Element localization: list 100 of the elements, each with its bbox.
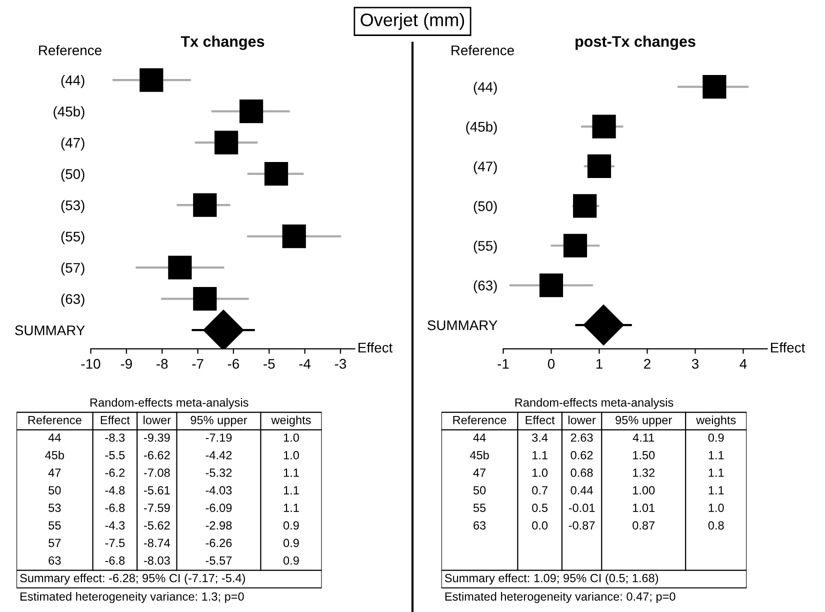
text: -6.09 xyxy=(206,504,232,512)
y-tick-label: (47) xyxy=(474,161,497,174)
text: -6.62 xyxy=(144,451,170,460)
chart-title: Tx changes xyxy=(180,36,264,50)
text: 63 xyxy=(48,556,61,565)
text: 1.0 xyxy=(532,468,548,477)
text: Random-effects meta-analysis xyxy=(90,398,248,410)
text: 1.32 xyxy=(633,468,654,477)
y-tick-label: (45b) xyxy=(466,122,497,134)
y-tick-label: (55) xyxy=(474,240,497,254)
text: -0.87 xyxy=(568,521,595,530)
y-tick-label: SUMMARY xyxy=(15,325,85,336)
x-tick-label: -10 xyxy=(81,358,100,369)
text: Effect xyxy=(526,416,555,424)
x-tick-label: -6 xyxy=(228,358,240,369)
text: 1.1 xyxy=(708,451,724,460)
text: 44 xyxy=(473,434,486,442)
y-tick-label: (53) xyxy=(61,200,84,213)
x-tick-label: -4 xyxy=(299,359,311,369)
text: -5.32 xyxy=(206,468,232,477)
text: -5.62 xyxy=(144,521,170,530)
text: weights xyxy=(271,416,311,427)
text: 55 xyxy=(48,521,61,530)
y-tick-label: (55) xyxy=(61,231,84,244)
text: 95% upper xyxy=(616,416,672,427)
text: 3.4 xyxy=(532,433,548,442)
text: -4.03 xyxy=(206,486,232,494)
text: -4.42 xyxy=(206,451,232,460)
text: 1.1 xyxy=(284,504,299,512)
text: -4.3 xyxy=(105,521,125,530)
text: 0.44 xyxy=(570,486,593,494)
text: -2.98 xyxy=(206,521,232,530)
text: 1.0 xyxy=(284,433,299,442)
text: -7.59 xyxy=(144,504,170,512)
text: -6.2 xyxy=(105,468,125,477)
text: 0.8 xyxy=(708,521,724,530)
text: 45b xyxy=(470,450,489,460)
text: -6.8 xyxy=(105,556,125,565)
x-tick-label: 0 xyxy=(548,358,555,369)
text: 1.0 xyxy=(284,451,299,460)
text: 2.63 xyxy=(570,433,593,442)
text: 57 xyxy=(48,538,61,548)
text: 47 xyxy=(473,468,486,477)
text: 0.9 xyxy=(708,433,724,442)
x-tick-label: -7 xyxy=(192,359,204,369)
text: 63 xyxy=(474,521,486,530)
y-tick-label: (63) xyxy=(61,294,84,307)
x-axis-title: Effect xyxy=(771,342,806,353)
text: -4.8 xyxy=(105,486,125,494)
text: -0.01 xyxy=(568,504,595,512)
text: 1.1 xyxy=(708,468,724,477)
text: lower xyxy=(568,416,596,424)
text: 0.9 xyxy=(283,556,299,565)
text: 0.68 xyxy=(570,468,593,477)
text: -6.8 xyxy=(105,504,125,512)
text: 0.0 xyxy=(532,521,548,530)
text: -7.5 xyxy=(105,538,125,548)
y-tick-label: (63) xyxy=(474,280,497,294)
text: -7.08 xyxy=(144,468,170,477)
text: Effect xyxy=(100,416,130,424)
text: Estimated heterogeneity variance: 1.3; p=0 xyxy=(20,592,244,604)
y-axis-title: Reference xyxy=(452,45,514,56)
text: -7.19 xyxy=(206,433,232,442)
chart-title: post-Tx changes xyxy=(576,36,696,50)
y-tick-label: (44) xyxy=(474,82,497,95)
x-tick-label: -8 xyxy=(156,358,168,369)
x-tick-label: 4 xyxy=(740,359,747,369)
x-tick-label: -1 xyxy=(498,359,509,369)
text: -8.74 xyxy=(144,538,170,548)
text: Summary effect: -6.28; 95% CI (-7.17; -5.4) xyxy=(20,574,245,585)
text: -6.26 xyxy=(206,538,232,548)
text: 50 xyxy=(48,486,61,494)
y-tick-label: (57) xyxy=(61,262,84,276)
text: 1.1 xyxy=(708,486,724,494)
y-tick-label: (45b) xyxy=(54,106,84,120)
text: Reference xyxy=(453,416,506,424)
text: 1.01 xyxy=(633,504,655,512)
x-tick-label: 1 xyxy=(596,359,602,369)
text: 50 xyxy=(473,486,486,494)
x-tick-label: -9 xyxy=(120,358,132,369)
text: 0.9 xyxy=(283,521,299,530)
text: 53 xyxy=(48,504,61,512)
text: 1.1 xyxy=(284,486,299,494)
y-tick-label: (47) xyxy=(61,138,84,150)
text: -8.03 xyxy=(144,556,170,565)
text: -9.39 xyxy=(144,433,170,442)
y-tick-label: (50) xyxy=(61,168,84,182)
text: 0.9 xyxy=(283,538,299,548)
text: Overjet (mm) xyxy=(360,13,464,30)
x-tick-label: -5 xyxy=(264,359,275,369)
text: Summary effect: 1.09; 95% CI (0.5; 1.68) xyxy=(444,574,658,585)
text: 0.5 xyxy=(532,504,548,512)
text: -5.61 xyxy=(144,486,170,494)
x-tick-label: 2 xyxy=(644,358,650,369)
text: 45b xyxy=(45,450,64,460)
y-tick-label: SUMMARY xyxy=(428,320,498,330)
text: 1.00 xyxy=(633,486,655,494)
text: lower xyxy=(144,416,171,424)
text: 4.11 xyxy=(632,434,654,442)
text: 1.1 xyxy=(284,468,299,477)
